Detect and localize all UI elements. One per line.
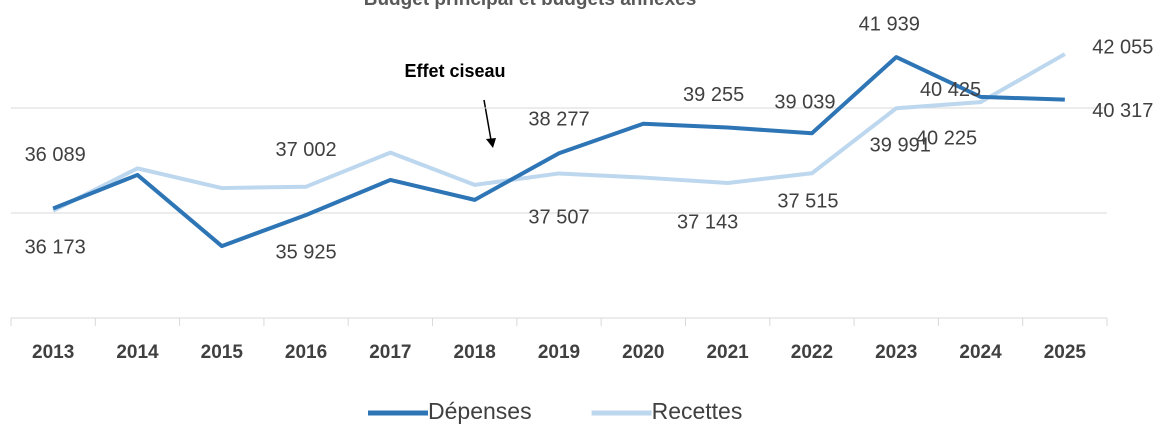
chart-title: Budget principal et budgets annexes (364, 0, 697, 10)
x-tick-label: 2021 (706, 342, 749, 363)
legend-label: Recettes (652, 398, 743, 424)
value-label: 37 515 (777, 191, 838, 213)
x-tick-label: 2024 (959, 342, 1002, 363)
value-label: 40 317 (1092, 100, 1153, 122)
x-tick-label: 2020 (622, 342, 664, 363)
x-tick-label: 2015 (201, 342, 244, 363)
value-label: 40 425 (920, 79, 981, 101)
x-tick-label: 2013 (32, 342, 74, 363)
series-line (52, 52, 1066, 213)
value-label: 37 507 (528, 207, 589, 229)
x-tick-label: 2018 (454, 342, 496, 363)
annotation: Effet ciseau (404, 61, 505, 81)
x-tick-label: 2022 (791, 342, 833, 363)
x-tick-label: 2023 (875, 342, 917, 363)
value-label: 37 002 (275, 139, 336, 161)
annotation-arrowhead (486, 138, 496, 148)
value-label: 42 055 (1092, 36, 1153, 58)
x-tick-label: 2019 (538, 342, 580, 363)
value-label: 37 143 (677, 211, 738, 233)
value-label: 35 925 (275, 241, 336, 263)
series-line (52, 55, 1065, 249)
x-tick-label: 2016 (285, 342, 327, 363)
value-label: 38 277 (528, 109, 589, 131)
x-tick-label: 2014 (116, 342, 159, 363)
x-tick-label: 2025 (1044, 342, 1087, 363)
value-label: 36 173 (25, 237, 86, 259)
value-label: 39 991 (870, 135, 931, 157)
x-tick-label: 2017 (369, 342, 411, 363)
value-label: 39 039 (774, 92, 835, 114)
value-label: 41 939 (859, 13, 920, 35)
value-label: 36 089 (25, 144, 86, 166)
value-label: 40 225 (916, 127, 977, 149)
value-label: 39 255 (683, 84, 744, 106)
annotation-arrow (483, 99, 492, 141)
legend-label: Dépenses (428, 398, 532, 424)
